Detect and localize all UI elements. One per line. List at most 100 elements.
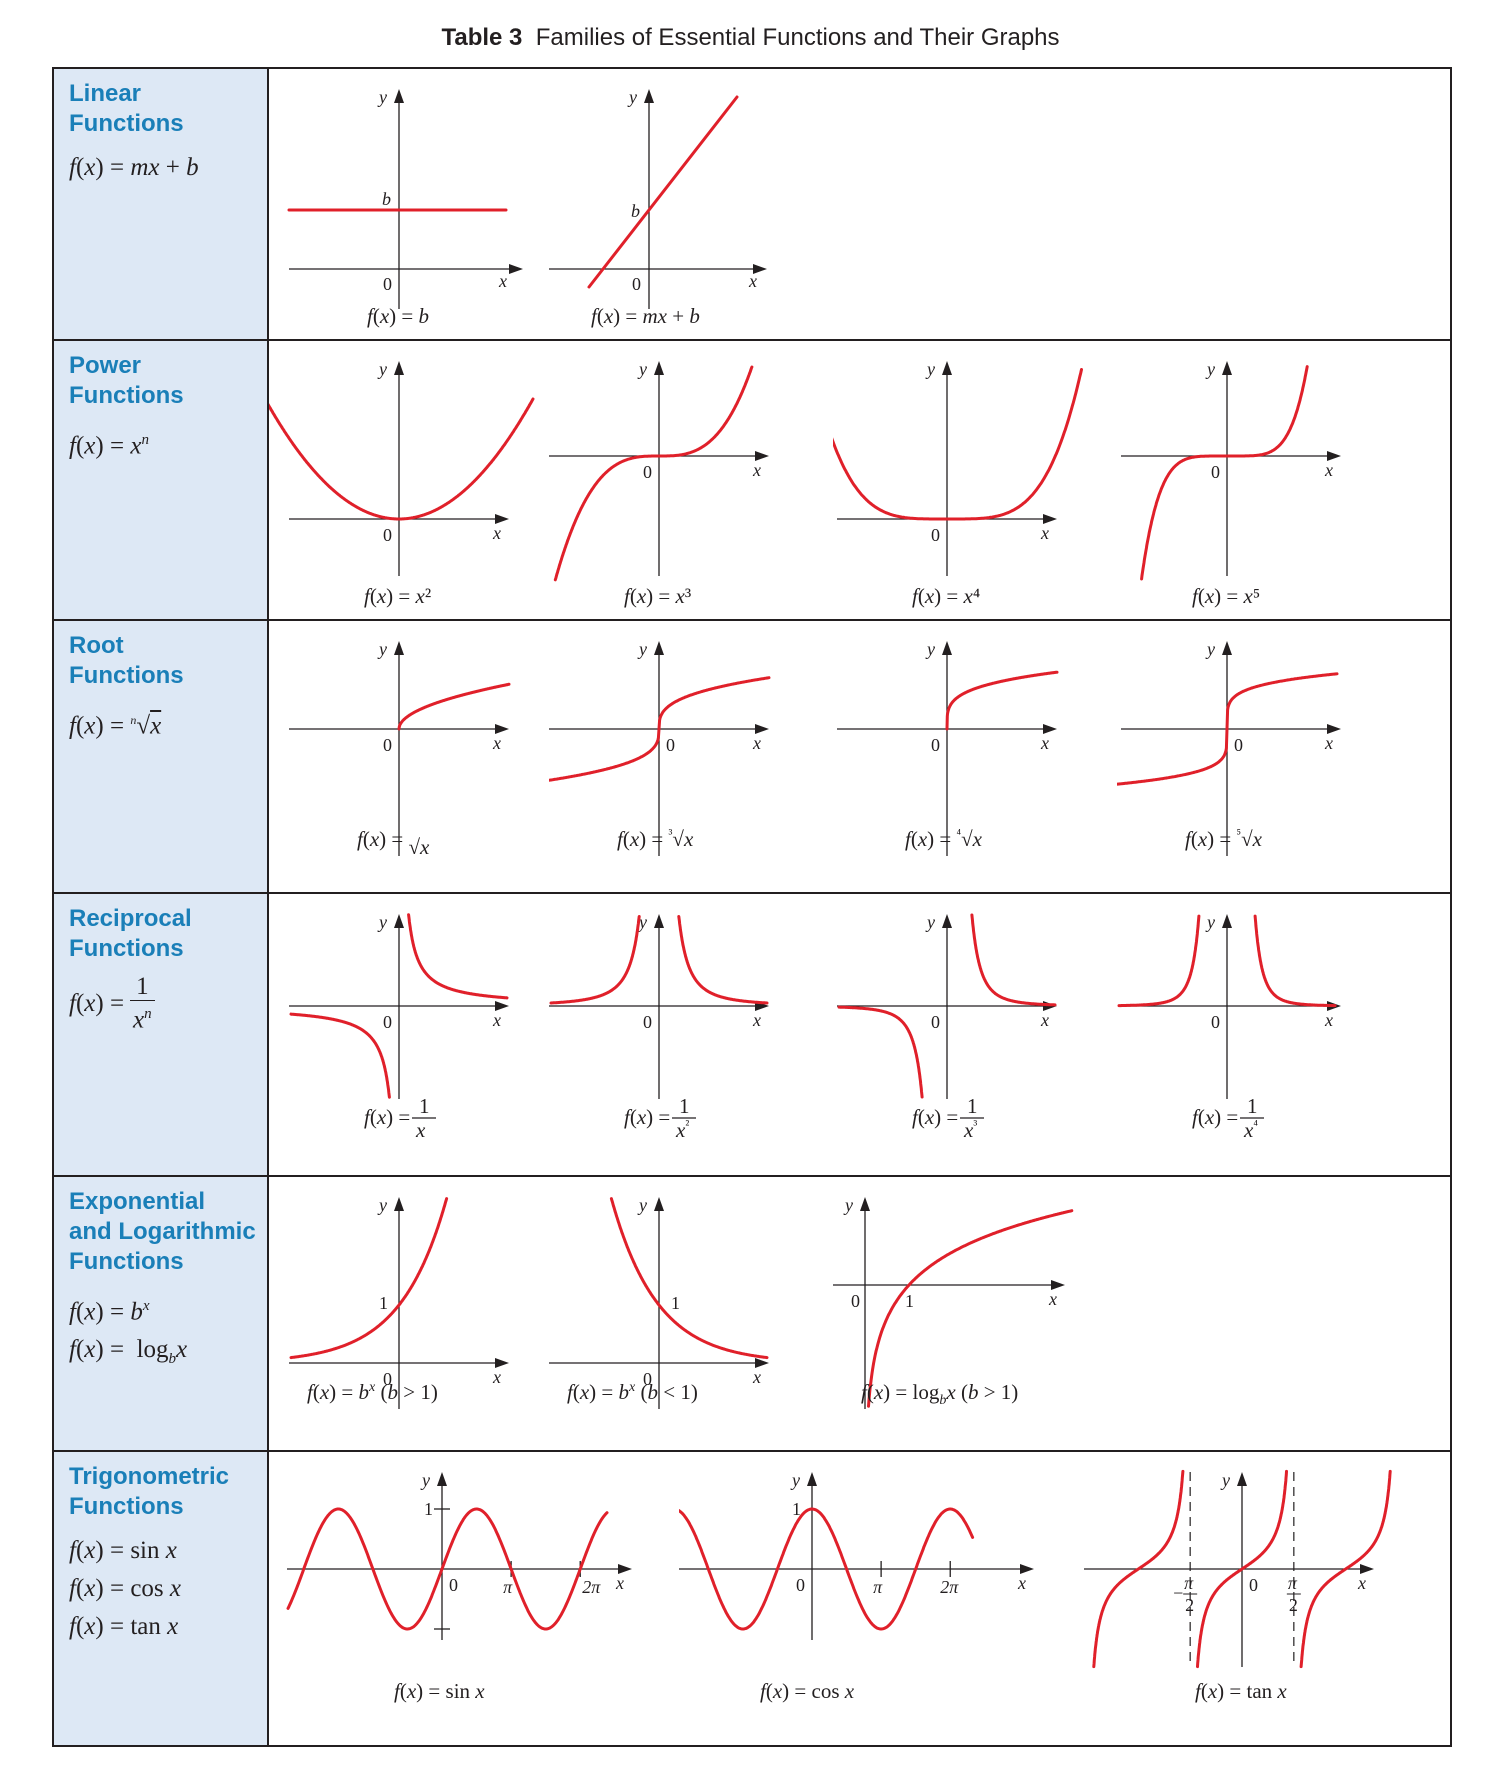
graph-x4: y x 0 f(x) = x⁴ xyxy=(833,359,1083,608)
label-one: 1 xyxy=(792,1499,801,1519)
x-axis-label: x xyxy=(1357,1573,1366,1593)
svg-text:0: 0 xyxy=(632,274,641,294)
graph-caption: f(x) = xyxy=(1192,1105,1238,1129)
table-number: Table 3 xyxy=(441,24,523,51)
graph-log: y x 0 1 f(x) = logbx (b > 1) xyxy=(833,1195,1074,1409)
curve-tan xyxy=(1092,1469,1185,1669)
graph-caption: f(x) = ³√x xyxy=(617,826,694,851)
graphs-cell-root: y x 0 f(x) = √x y x 0 f(x) = ³√x y x 0 f(x) = ⁴√x… xyxy=(269,621,1450,892)
y-axis-label: y xyxy=(637,359,647,379)
graph-x5: y x 0 f(x) = x⁵ xyxy=(1121,359,1341,608)
origin-label: 0 xyxy=(931,1012,940,1032)
graph-caption: f(x) = xyxy=(364,1105,410,1129)
origin-label: 0 xyxy=(643,1369,652,1389)
curve-inv-neg xyxy=(289,1012,391,1099)
label-one: 1 xyxy=(905,1291,914,1311)
y-axis-label: y xyxy=(377,1195,387,1215)
curve-root5 xyxy=(1117,672,1339,786)
curve-inv-neg xyxy=(837,1005,924,1099)
family-formula: f(x) = sin x f(x) = cos x f(x) = tan x xyxy=(69,1537,181,1640)
origin-label: 0 xyxy=(931,735,940,755)
graph-linear: y x 0 b b f(x) = mx + b xyxy=(549,87,767,328)
svg-text:y: y xyxy=(377,87,387,107)
svg-text:x: x xyxy=(498,271,507,291)
origin-label: 0 xyxy=(383,1369,392,1389)
graph-caption: f(x) = x² xyxy=(364,584,431,608)
origin-label: 0 xyxy=(449,1575,458,1595)
x-axis-label: x xyxy=(752,1010,761,1030)
row-power: Power Functions f(x) = xn y x 0 f(x) = x² y x… xyxy=(54,341,1450,621)
y-axis-label: y xyxy=(637,1195,647,1215)
x-axis-label: x xyxy=(752,733,761,753)
graphs-cell-linear: y x 0 b f(x) = b y x 0 b b f(x) = mx + b xyxy=(269,69,1450,339)
origin-label: 0 xyxy=(931,525,940,545)
category-name: Trigonometric Functions xyxy=(69,1463,230,1520)
y-axis-label: y xyxy=(637,912,647,932)
caption-numerator: 1 xyxy=(1247,1094,1258,1118)
label-pi-half-den: 2 xyxy=(1289,1595,1298,1615)
graph-exp-growth: y x 0 1 f(x) = bx (b > 1) xyxy=(289,1195,509,1409)
curve-linear xyxy=(587,95,739,289)
graph-cos: y x 0 1 π 2π f(x) = cos x xyxy=(679,1470,1034,1703)
svg-text:b: b xyxy=(631,201,640,221)
graph-x3: y x 0 f(x) = x³ xyxy=(549,359,769,608)
y-axis-label: y xyxy=(637,639,647,659)
graph-caption: f(x) = ⁵√x xyxy=(1185,826,1263,851)
svg-text:f(x) = b: f(x) = b xyxy=(367,304,429,328)
origin-label: 0 xyxy=(383,735,392,755)
category-name: Root Functions xyxy=(69,632,184,689)
x-axis-label: x xyxy=(1040,523,1049,543)
caption-numerator: 1 xyxy=(967,1094,978,1118)
graph-inv-x4: y x 0 f(x) = 1x⁴ xyxy=(1117,912,1341,1142)
label-cell-exponential: Exponential and Logarithmic Functions f(x)… xyxy=(54,1177,269,1450)
y-axis-label: y xyxy=(925,359,935,379)
x-axis-label: x xyxy=(752,1367,761,1387)
label-pi: π xyxy=(873,1577,883,1597)
origin-label: 0 xyxy=(1211,462,1220,482)
svg-text:x: x xyxy=(748,271,757,291)
graph-x2: y x 0 f(x) = x² xyxy=(269,359,535,608)
curve-exp-decay xyxy=(609,1197,769,1360)
y-axis-label: y xyxy=(420,1470,430,1490)
x-axis-label: x xyxy=(1324,733,1333,753)
x-axis-label: x xyxy=(1048,1289,1057,1309)
category-name: Linear Functions xyxy=(69,80,184,137)
origin-label: 0 xyxy=(383,1012,392,1032)
category-name: Exponential and Logarithmic Functions xyxy=(69,1188,256,1275)
label-2pi: 2π xyxy=(940,1577,959,1597)
curve-inv-pos xyxy=(1253,914,1337,1008)
svg-text:b: b xyxy=(382,189,391,209)
curve-sin xyxy=(286,1507,609,1631)
graph-caption: f(x) = xyxy=(912,1105,958,1129)
origin-label: 0 xyxy=(851,1291,860,1311)
curve-inv-pos xyxy=(407,913,509,1000)
x-axis-label: x xyxy=(492,733,501,753)
curve-root3 xyxy=(549,676,771,782)
row-root: Root Functions f(x) = n√x y x 0 f(x) = √x y x… xyxy=(54,621,1450,894)
label-cell-power: Power Functions f(x) = xn xyxy=(54,341,269,619)
curve-x2 xyxy=(269,397,535,521)
category-name: Power Functions xyxy=(69,352,184,409)
label-pi-half-num: π xyxy=(1184,1573,1194,1593)
y-axis-label: y xyxy=(925,912,935,932)
graph-caption: f(x) = bx (b < 1) xyxy=(567,1380,698,1404)
curve-cos xyxy=(679,1507,975,1631)
y-axis-label: y xyxy=(377,359,387,379)
graph-caption: f(x) = x³ xyxy=(624,584,691,608)
label-pi-half-num: π xyxy=(1288,1573,1298,1593)
caption-numerator: 1 xyxy=(419,1094,430,1118)
graphs-cell-power: y x 0 f(x) = x² y x 0 f(x) = x³ y x 0 f(x) = x⁴ y… xyxy=(269,341,1450,619)
caption-denominator: x³ xyxy=(963,1117,977,1142)
curve-tan xyxy=(1299,1469,1392,1669)
origin-label: 0 xyxy=(643,462,652,482)
label-cell-linear: Linear Functions f(x) = mx + b xyxy=(54,69,269,339)
x-axis-label: x xyxy=(1040,733,1049,753)
graph-root5: y x 0 f(x) = ⁵√x xyxy=(1117,639,1341,856)
origin-label: 0 xyxy=(796,1575,805,1595)
graph-sqrt: y x 0 f(x) = √x xyxy=(289,639,511,859)
y-axis-label: y xyxy=(1220,1470,1230,1490)
curve-log xyxy=(867,1209,1074,1408)
label-minus: − xyxy=(1173,1583,1183,1603)
